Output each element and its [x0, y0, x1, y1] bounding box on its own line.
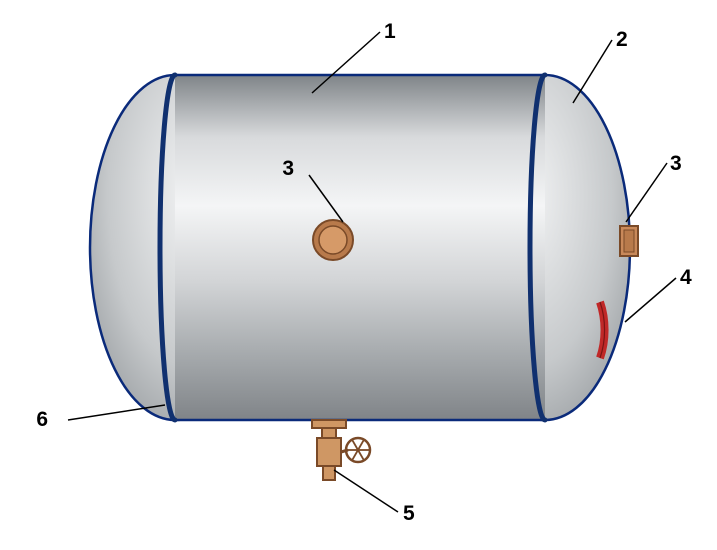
label-3: 3 — [670, 152, 682, 175]
label-1: 1 — [384, 20, 396, 43]
label-6: 6 — [36, 408, 48, 431]
label-4: 4 — [680, 266, 692, 289]
leader-line-2 — [573, 40, 612, 103]
pressure-vessel-diagram: 1 2 3 3 4 5 6 — [0, 0, 717, 550]
leader-line-4 — [625, 278, 676, 322]
label-5: 5 — [403, 502, 415, 525]
valve-body — [317, 438, 341, 466]
valve-outlet — [323, 466, 335, 480]
label-3: 3 — [282, 157, 294, 180]
leader-line-3 — [626, 163, 667, 222]
valve-nut — [322, 428, 336, 438]
vessel-body — [90, 75, 630, 420]
leader-line-5 — [334, 470, 398, 512]
right-port-inner — [624, 230, 634, 252]
label-2: 2 — [616, 28, 628, 51]
cylinder-shell — [175, 75, 545, 420]
valve-flange — [312, 420, 346, 428]
center-port-inner — [319, 226, 347, 254]
